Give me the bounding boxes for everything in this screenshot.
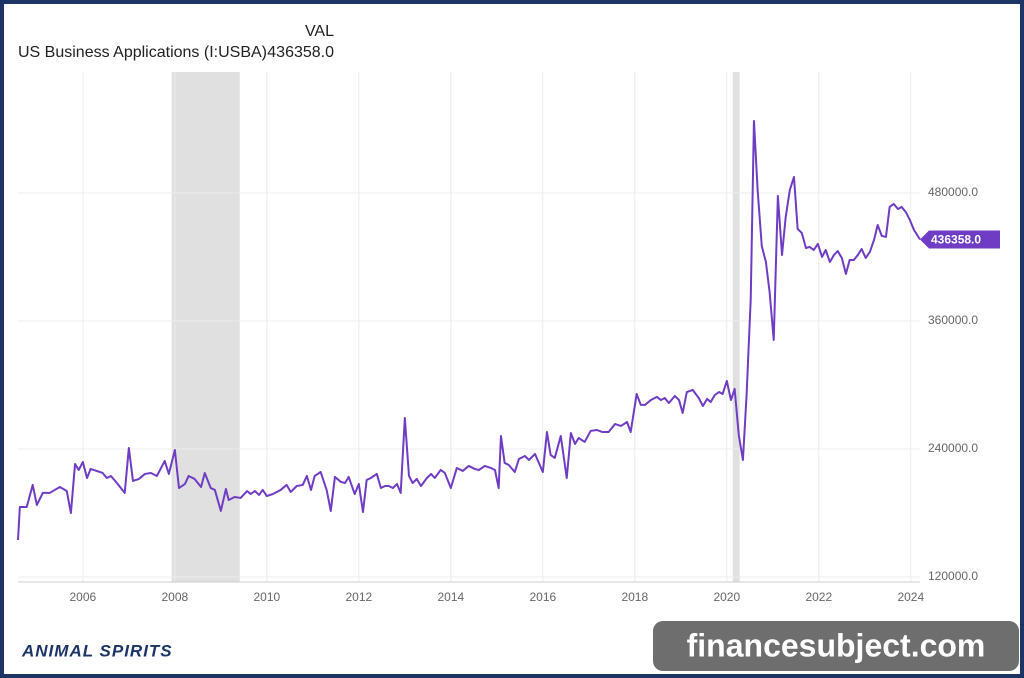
x-tick-label: 2018 (621, 590, 648, 604)
x-tick-label: 2016 (529, 590, 556, 604)
plot-area: 2006 2008 2010 2012 2014 2016 2018 2020 2022 2024… (17, 72, 1000, 604)
watermark-box (653, 621, 1019, 671)
series-line (17, 119, 921, 541)
chart-title: US Business Applications (I:USBA) (18, 44, 267, 61)
x-tick-label: 2020 (713, 590, 740, 604)
x-tick-label: 2024 (897, 590, 924, 604)
recession-shade (171, 72, 240, 582)
value-badge (920, 230, 1000, 249)
x-tick-label: 2010 (253, 590, 280, 604)
recession-shade (732, 72, 740, 582)
value-badge-label: 436358.0 (931, 233, 981, 247)
x-tick-label: 2022 (805, 590, 832, 604)
y-tick-label: 480000.0 (928, 185, 978, 199)
y-tick-label: 120000.0 (928, 569, 978, 583)
logo: ANIMAL SPIRITS (21, 641, 173, 660)
x-tick-label: 2014 (437, 590, 464, 604)
x-tick-label: 2006 (70, 590, 97, 604)
plot-background (18, 72, 920, 582)
watermark: financesubject.com (687, 627, 986, 663)
header-label: VAL (305, 23, 334, 40)
x-tick-label: 2008 (161, 590, 188, 604)
y-tick-label: 240000.0 (928, 441, 978, 455)
y-tick-label: 360000.0 (928, 313, 978, 327)
current-value: 436358.0 (267, 44, 334, 61)
x-tick-label: 2012 (345, 590, 372, 604)
